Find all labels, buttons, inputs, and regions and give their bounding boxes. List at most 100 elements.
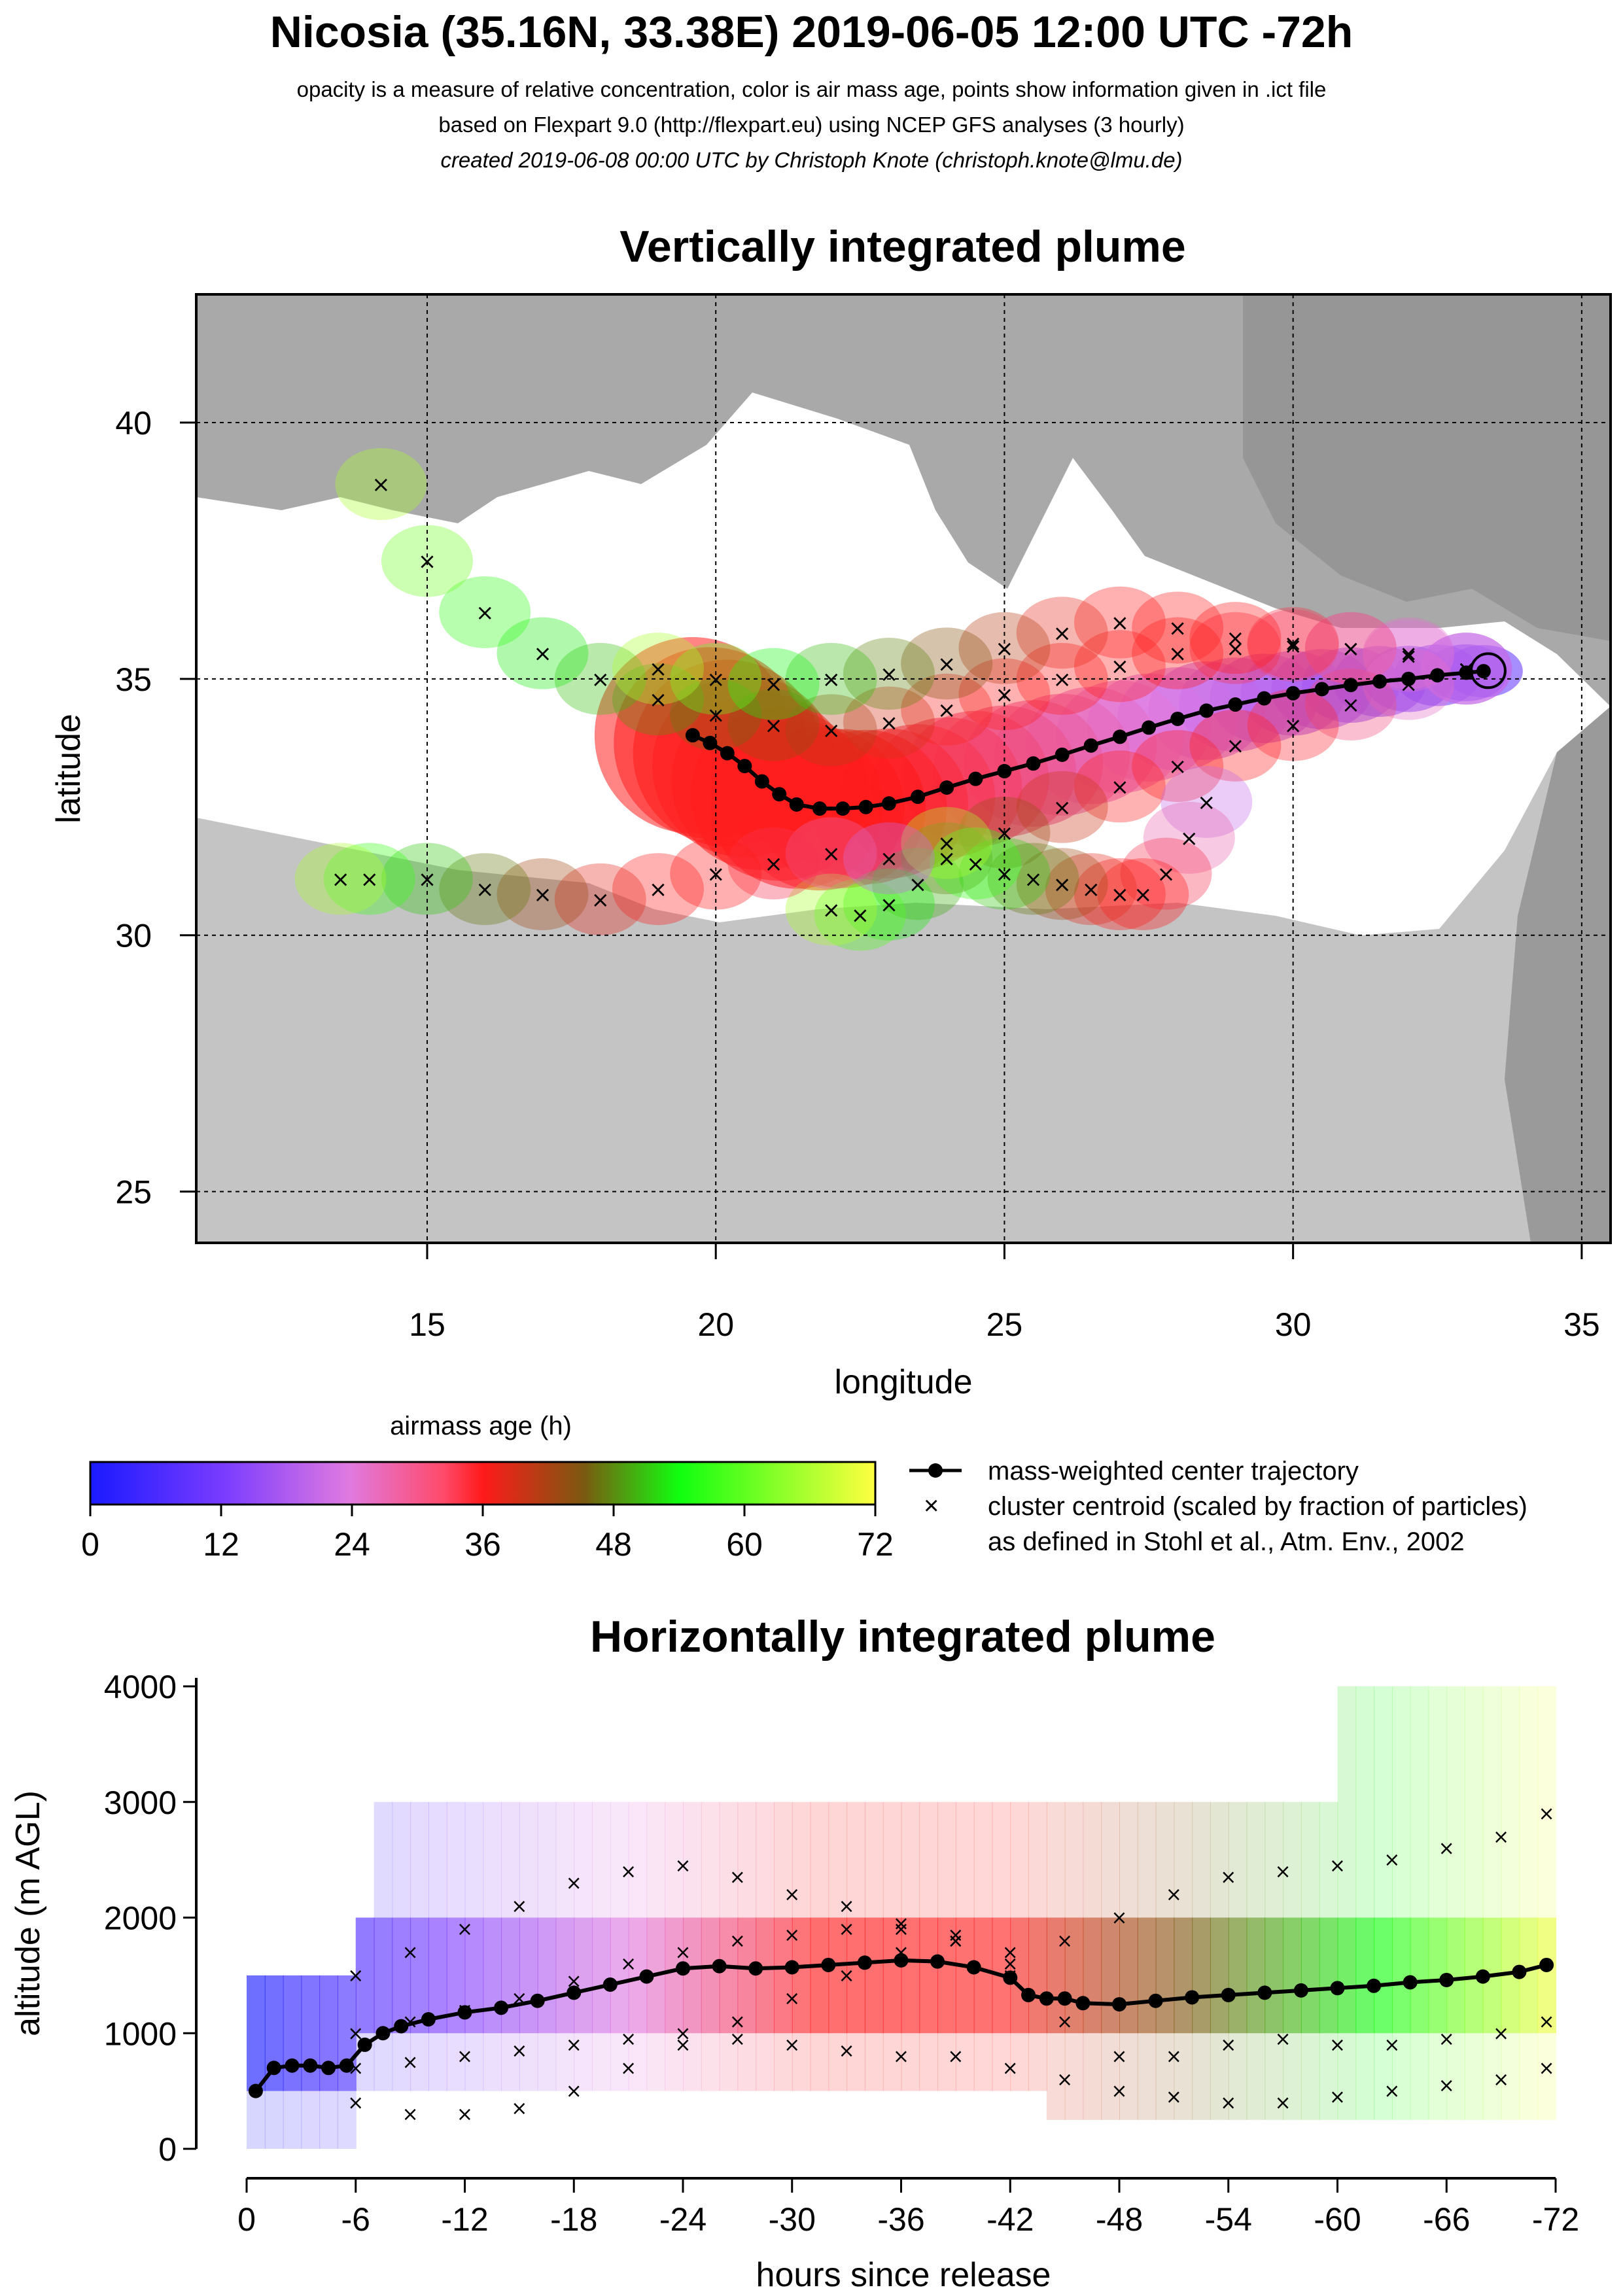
altitude-centroid-mark: ×: [1384, 2034, 1400, 2057]
altitude-centroid-mark: ×: [947, 2045, 964, 2068]
altitude-plume-core: [1192, 1917, 1211, 2034]
map-centroid-mark: ×: [822, 667, 841, 693]
map-centroid-mark: ×: [995, 636, 1014, 662]
plume-blob: [901, 822, 993, 895]
plume-blob: [612, 663, 704, 736]
altitude-plume-core: [1300, 1917, 1320, 2034]
plume-blob: [843, 868, 935, 941]
altitude-center-point: [530, 1993, 545, 2008]
map-center-point: [1314, 682, 1329, 697]
altitude-plume-core: [1101, 1917, 1120, 2034]
altitude-center-point: [457, 2005, 472, 2020]
altitude-center-point: [1075, 1996, 1091, 2011]
altitude-plume-column: [1374, 1686, 1393, 2120]
altitude-plume-core: [501, 1917, 520, 2034]
plume-blob: [1247, 609, 1339, 682]
altitude-plume-core: [1083, 1917, 1102, 2034]
altitude-center-point: [1367, 1978, 1382, 1993]
legend-dot-swatch: [928, 1463, 943, 1478]
altitude-center-point: [1403, 1975, 1418, 1990]
colorbar-tick-label: 36: [464, 1526, 501, 1563]
altitude-plume-core: [1537, 1917, 1556, 2034]
map-center-point: [911, 790, 926, 805]
altitude-centroid-mark: ×: [1220, 1866, 1236, 1889]
altitude-center-point: [784, 1960, 799, 1975]
map-centroid-mark: ×: [1053, 620, 1072, 646]
altitude-centroid-mark: ×: [1439, 1837, 1455, 1860]
altitude-plume-column: [1428, 1686, 1448, 2120]
map-centroid-mark: ×: [649, 877, 668, 903]
map-center-point: [1112, 729, 1127, 744]
altitude-plume-core: [1319, 1917, 1338, 2034]
altitude-center-point: [676, 1961, 690, 1976]
altitude-plume-core: [701, 1917, 720, 2034]
altitude-plume-core: [1391, 1917, 1411, 2034]
altitude-plume-core: [519, 1917, 538, 2034]
plume-blob: [1073, 630, 1166, 703]
altitude-plume-core: [846, 1917, 865, 2034]
legend-cross-label-2: as defined in Stohl et al., Atm. Env., 2…: [988, 1527, 1465, 1556]
altitude-centroid-mark: ×: [729, 1866, 746, 1889]
altitude-centroid-mark: ×: [729, 2011, 746, 2034]
altitude-centroid-mark: ×: [1275, 1860, 1291, 1883]
altitude-plume-column: [1410, 1686, 1429, 2120]
plume-blob: [1189, 602, 1282, 674]
map-centroid-mark: ×: [937, 831, 956, 857]
altitude-plume-column: [1482, 1686, 1502, 2120]
altitude-plume-core: [555, 1917, 575, 2034]
map-centroid-mark: ×: [372, 472, 391, 498]
colorbar-tick-label: 48: [595, 1526, 632, 1563]
plume-blob: [958, 796, 1051, 869]
altitude-centroid-mark: ×: [1111, 2045, 1127, 2068]
altitude-center-point: [748, 1961, 763, 1976]
altitude-plume-core: [1155, 1917, 1175, 2034]
altitude-plume-column: [1465, 1686, 1484, 2120]
altitude-plume-core: [683, 1917, 702, 2034]
altitude-plume-core: [1174, 1917, 1193, 2034]
map-centroid-mark: ×: [649, 687, 668, 713]
map-centroid-mark: ×: [1283, 712, 1302, 739]
map-ytick-label: 30: [115, 918, 152, 954]
altitude-centroid-mark: ×: [893, 1912, 909, 1935]
altitude-center-point: [1185, 1990, 1200, 2005]
map-centroid-mark: ×: [533, 882, 552, 908]
altitude-plume-column: [1391, 1686, 1411, 2120]
altitude-centroid-mark: ×: [1166, 2085, 1182, 2108]
altitude-plume-core: [919, 1917, 939, 2034]
plume-blob: [1073, 750, 1166, 823]
figure-subtitle-2: based on Flexpart 9.0 (http://flexpart.e…: [438, 113, 1185, 137]
map-centroid-mark: ×: [649, 656, 668, 682]
altitude-centroid-mark: ×: [1220, 2034, 1236, 2057]
map-centroid-mark: ×: [1157, 861, 1176, 888]
map-xtick-label: 35: [1563, 1306, 1600, 1343]
plume-blob: [497, 617, 589, 689]
altitude-centroid-mark: ×: [893, 2045, 909, 2068]
map-center-point: [1257, 691, 1272, 706]
altitude-center-point: [1330, 1981, 1345, 1996]
altitude-plume-column: [1537, 1686, 1556, 2120]
map-centroid-mark: ×: [418, 549, 437, 575]
altitude-plume-core: [537, 1917, 557, 2034]
altitude-xtick-label: -72: [1532, 2201, 1579, 2238]
altitude-plume-core: [247, 1975, 266, 2091]
map-center-point: [703, 735, 718, 750]
altitude-centroid-mark: ×: [457, 1918, 473, 1941]
altitude-centroid-mark: ×: [839, 2040, 855, 2062]
plume-blob: [612, 633, 704, 705]
altitude-plume-column: [1337, 1686, 1357, 2120]
altitude-centroid-mark: ×: [620, 2057, 637, 2079]
altitude-centroid-mark: ×: [620, 1860, 637, 1883]
plume-blob: [1073, 858, 1166, 931]
map-centroid-mark: ×: [1168, 754, 1187, 780]
plume-blob: [612, 853, 704, 926]
altitude-ytick-label: 3000: [104, 1784, 177, 1821]
altitude-plume-core: [882, 1917, 902, 2034]
altitude-center-point: [1512, 1964, 1527, 1979]
altitude-plume-core: [283, 1975, 302, 2091]
altitude-plume-core: [1137, 1917, 1157, 2034]
altitude-centroid-mark: ×: [893, 1918, 909, 1941]
map-centroid-mark: ×: [880, 710, 899, 736]
map-centroid-mark: ×: [764, 851, 783, 877]
plume-blob: [727, 648, 820, 720]
plume-blob: [785, 817, 877, 890]
